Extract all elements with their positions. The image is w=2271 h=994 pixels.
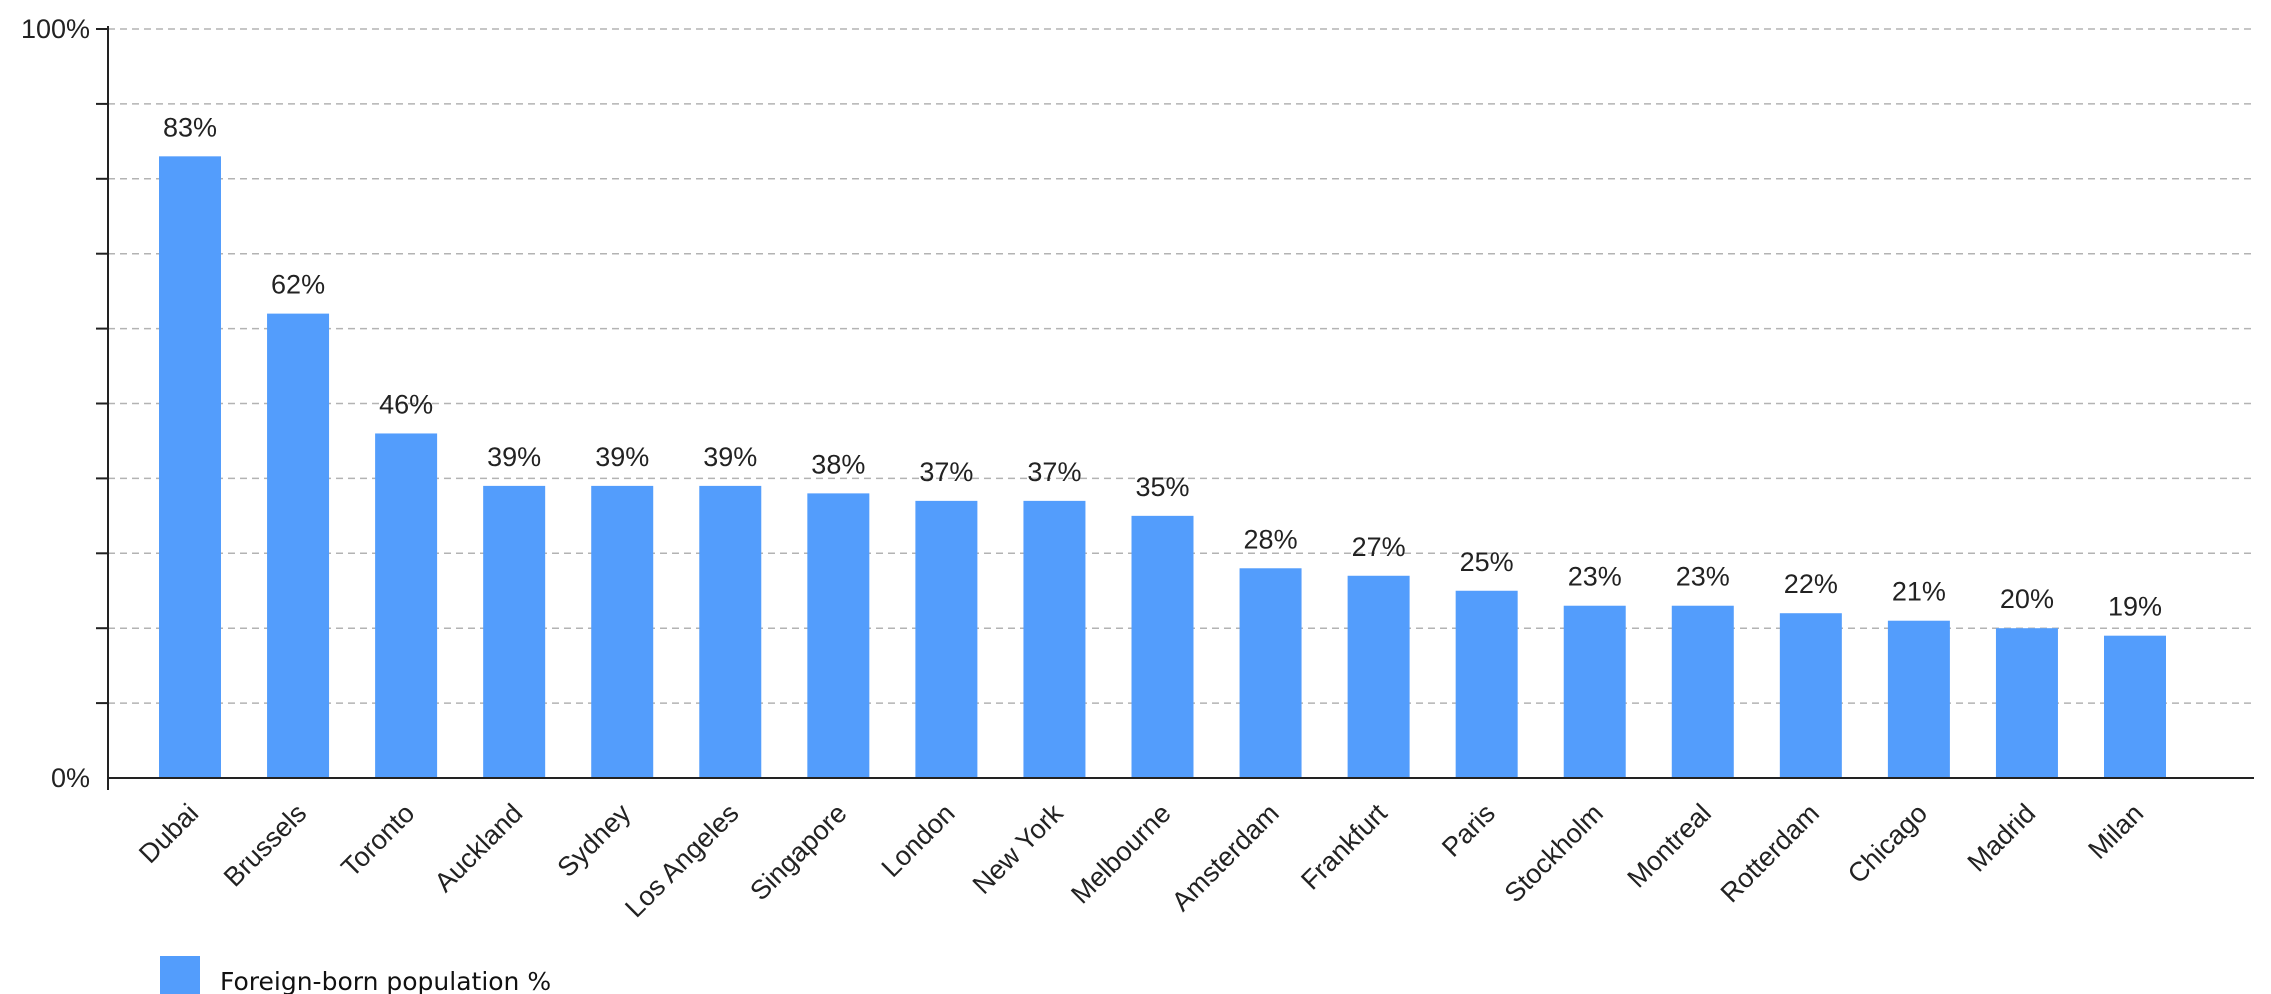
- x-axis-category-label: Madrid: [1962, 798, 2042, 878]
- y-axis-tick-label: 0%: [51, 763, 90, 793]
- legend-swatch: [160, 956, 200, 994]
- bar: [699, 485, 762, 778]
- bar: [267, 313, 330, 778]
- x-axis-category-label: Melbourne: [1065, 798, 1176, 909]
- bar: [1995, 628, 2058, 778]
- x-axis-category-label: Stockholm: [1499, 798, 1609, 908]
- x-axis-category-label: Chicago: [1842, 798, 1933, 889]
- bar: [2104, 635, 2166, 778]
- data-label: 23%: [1568, 562, 1622, 592]
- data-label: 83%: [163, 112, 217, 142]
- bar: [591, 485, 654, 778]
- data-label: 22%: [1784, 569, 1838, 599]
- legend: Foreign-born population %: [160, 956, 551, 994]
- data-label: 62%: [271, 270, 325, 300]
- data-label: 23%: [1676, 562, 1730, 592]
- x-axis-category-label: Paris: [1436, 798, 1501, 863]
- data-label: 38%: [811, 449, 865, 479]
- bar: [1131, 515, 1194, 778]
- x-axis-category-label: New York: [967, 798, 1069, 900]
- bar: [375, 433, 438, 778]
- x-axis-category-label: Montreal: [1622, 798, 1717, 893]
- bar: [807, 493, 870, 778]
- data-label: 39%: [487, 442, 541, 472]
- bars: [159, 156, 2166, 778]
- data-label: 37%: [1027, 457, 1081, 487]
- bar: [1347, 575, 1410, 778]
- data-label: 25%: [1460, 547, 1514, 577]
- x-axis-category-label: Toronto: [335, 798, 420, 883]
- data-label: 46%: [379, 389, 433, 419]
- x-axis-category-label: Milan: [2082, 798, 2149, 865]
- x-axis-category-label: Amsterdam: [1166, 798, 1285, 917]
- bar: [1887, 620, 1950, 778]
- x-axis-category-label: London: [876, 798, 961, 883]
- data-label: 27%: [1352, 532, 1406, 562]
- bar: [1563, 605, 1626, 778]
- y-axis-tick-label: 100%: [21, 14, 90, 44]
- data-label: 19%: [2108, 592, 2162, 622]
- bar: [159, 156, 221, 778]
- data-label: 28%: [1244, 524, 1298, 554]
- y-axis-tick-labels: 0% 100%: [21, 14, 90, 793]
- legend-label: Foreign-born population %: [220, 967, 551, 994]
- data-label: 20%: [2000, 584, 2054, 614]
- bar: [1455, 590, 1518, 778]
- bar: [1671, 605, 1734, 778]
- bar: [1779, 613, 1842, 778]
- x-axis-category-label: Los Angeles: [619, 798, 744, 923]
- data-label: 39%: [595, 442, 649, 472]
- y-axis-ticks: [96, 28, 108, 705]
- x-axis-category-label: Brussels: [218, 798, 312, 892]
- data-label: 35%: [1135, 472, 1189, 502]
- bar: [915, 500, 978, 778]
- x-axis-category-label: Singapore: [744, 798, 852, 906]
- bar: [1239, 568, 1302, 778]
- bar: [1023, 500, 1086, 778]
- axes: [107, 26, 2254, 790]
- data-label: 21%: [1892, 577, 1946, 607]
- x-axis-category-label: Sydney: [552, 798, 637, 883]
- data-label: 39%: [703, 442, 757, 472]
- bar: [483, 485, 546, 778]
- x-axis-category-label: Frankfurt: [1295, 798, 1393, 896]
- data-label: 37%: [919, 457, 973, 487]
- x-axis-category-label: Rotterdam: [1715, 798, 1825, 908]
- x-axis-category-label: Dubai: [133, 798, 204, 869]
- x-axis-category-label: Auckland: [429, 798, 529, 898]
- data-labels: 83% 62% 46% 39% 39% 39% 38% 37% 37% 35% 28% 27% 25% 2…: [163, 112, 2162, 621]
